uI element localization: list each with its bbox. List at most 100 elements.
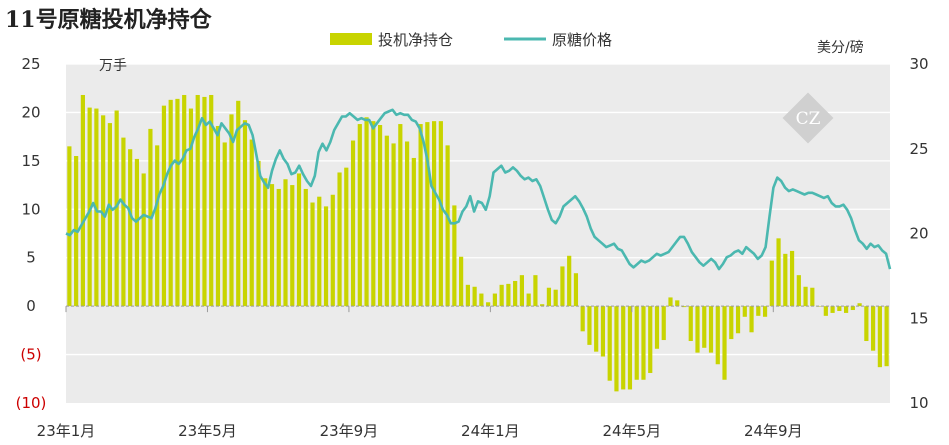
- bar: [168, 99, 173, 307]
- bar: [310, 202, 315, 307]
- bar: [627, 306, 633, 390]
- bar: [634, 306, 639, 380]
- bar: [789, 250, 795, 307]
- bar: [607, 306, 612, 381]
- bar: [540, 304, 545, 307]
- x-axis-ticks: 23年1月 23年5月 23年9月 24年1月 24年5月 24年9月: [37, 306, 803, 440]
- bar: [661, 306, 666, 341]
- x-tick-label: 24年5月: [603, 422, 662, 440]
- bar: [837, 306, 842, 311]
- bar: [695, 306, 700, 353]
- bar: [101, 115, 106, 307]
- bar: [256, 160, 261, 307]
- legend-bar-label: 投机净持仓: [378, 31, 453, 49]
- bar: [283, 179, 288, 307]
- bar: [762, 306, 768, 317]
- bar: [499, 284, 504, 307]
- left-tick-label: 5: [26, 249, 36, 267]
- bar: [350, 140, 356, 307]
- bar: [573, 273, 579, 307]
- left-tick-label: (5): [20, 346, 41, 364]
- bar: [506, 283, 511, 307]
- bar: [202, 96, 207, 307]
- bar: [276, 188, 281, 307]
- bar: [438, 121, 443, 307]
- cz-watermark-logo: CZ: [782, 92, 834, 144]
- bar: [459, 256, 464, 307]
- bar: [594, 306, 599, 352]
- bar: [398, 124, 403, 307]
- legend-line-label: 原糖价格: [552, 31, 612, 49]
- bar: [209, 94, 214, 307]
- bar: [479, 293, 484, 307]
- bar: [128, 149, 133, 307]
- bar: [465, 284, 470, 307]
- bar: [242, 120, 248, 307]
- bar: [816, 306, 822, 307]
- bar: [296, 173, 302, 307]
- bar: [654, 306, 660, 349]
- right-tick-label: 10: [909, 394, 928, 412]
- bar: [472, 286, 477, 307]
- bar: [708, 306, 714, 353]
- bar: [114, 110, 119, 307]
- bar: [290, 185, 295, 307]
- bar: [580, 306, 585, 332]
- bar: [877, 306, 882, 368]
- bar: [735, 306, 741, 334]
- bar: [337, 172, 342, 307]
- bar: [533, 275, 538, 307]
- bar: [688, 306, 693, 342]
- bar: [303, 188, 308, 307]
- bar: [486, 302, 491, 307]
- bar-series: [67, 94, 889, 392]
- bar: [742, 306, 747, 317]
- bar: [391, 143, 396, 307]
- left-axis-unit: 万手: [99, 58, 127, 74]
- bar: [357, 124, 362, 307]
- bar: [553, 289, 558, 307]
- bar: [229, 114, 234, 307]
- bar: [668, 297, 673, 307]
- bar: [722, 306, 727, 380]
- bar: [864, 306, 869, 342]
- bar: [526, 293, 531, 307]
- bar: [729, 306, 734, 340]
- bar: [810, 287, 815, 307]
- bar: [323, 206, 329, 307]
- bar: [681, 306, 687, 308]
- bar: [141, 173, 146, 307]
- bar: [844, 306, 849, 313]
- chart-title: 11号原糖投机净持仓: [5, 7, 213, 33]
- left-tick-label: (10): [16, 394, 47, 412]
- bar: [80, 94, 85, 307]
- bar: [769, 260, 774, 307]
- left-tick-label: 10: [21, 200, 40, 218]
- bar: [871, 306, 876, 351]
- bar: [87, 107, 92, 307]
- bar: [823, 306, 828, 316]
- legend-bar-swatch: [330, 33, 372, 45]
- x-tick-label: 23年9月: [320, 422, 379, 440]
- bar: [884, 306, 889, 367]
- bar: [675, 300, 680, 307]
- bar: [648, 306, 653, 373]
- right-axis-unit: 美分/磅: [817, 39, 864, 56]
- bar: [749, 306, 754, 333]
- bar: [107, 123, 112, 307]
- right-axis-ticks: 30 25 20 15 10: [909, 55, 928, 412]
- bar: [121, 137, 126, 307]
- bar: [783, 253, 788, 307]
- bar: [188, 108, 194, 307]
- price-line-series: [65, 108, 892, 271]
- bar: [803, 286, 808, 307]
- bar: [830, 306, 835, 313]
- left-tick-label: 20: [21, 103, 40, 121]
- bar: [850, 306, 855, 311]
- bar: [445, 145, 450, 307]
- bar: [587, 306, 592, 345]
- bar: [236, 100, 241, 307]
- left-axis-ticks: 25 20 15 10 5 0 (5) (10): [16, 55, 47, 412]
- bar: [155, 145, 160, 307]
